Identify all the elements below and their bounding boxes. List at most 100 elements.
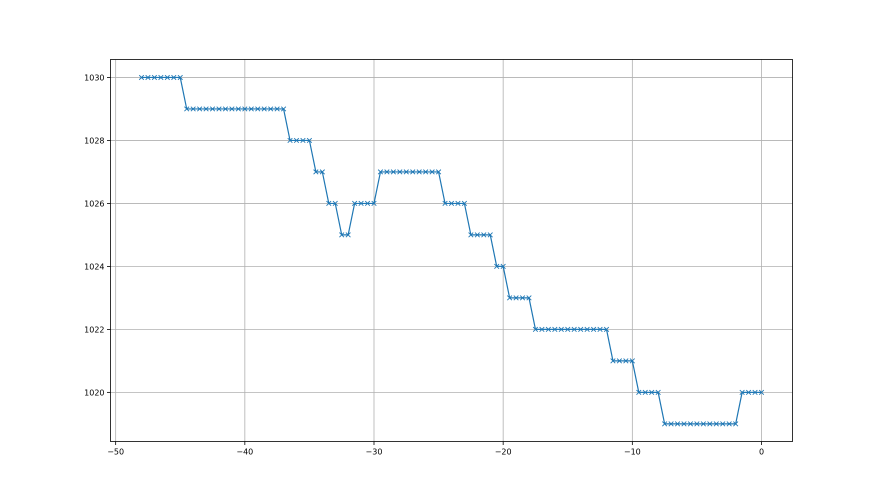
data-point bbox=[662, 421, 668, 427]
data-point bbox=[358, 200, 364, 207]
grid bbox=[110, 59, 793, 442]
data-point bbox=[184, 106, 190, 112]
data-point bbox=[326, 200, 332, 207]
data-point bbox=[268, 106, 274, 112]
y-tick-label: 1026 bbox=[84, 199, 104, 208]
data-point bbox=[145, 74, 151, 81]
data-point bbox=[494, 263, 500, 270]
data-point bbox=[339, 232, 345, 238]
data-point bbox=[384, 169, 390, 175]
data-point bbox=[694, 421, 700, 427]
data-point bbox=[590, 326, 597, 333]
data-point bbox=[739, 389, 745, 395]
data-point bbox=[681, 421, 687, 427]
data-point bbox=[552, 326, 558, 333]
data-point bbox=[649, 389, 655, 395]
data-point bbox=[500, 263, 506, 270]
data-point bbox=[610, 358, 616, 364]
data-point bbox=[216, 106, 222, 112]
data-point bbox=[565, 326, 571, 333]
data-point bbox=[629, 358, 635, 364]
data-point bbox=[720, 421, 726, 427]
data-point bbox=[539, 326, 545, 333]
data-point bbox=[526, 295, 532, 301]
data-point bbox=[429, 169, 435, 175]
data-point bbox=[642, 389, 648, 395]
x-tick-label: −40 bbox=[236, 448, 253, 457]
data-point bbox=[235, 106, 241, 112]
data-point bbox=[713, 421, 719, 427]
y-axis: 1020 1022 1024 1026 1028 1030 bbox=[84, 73, 111, 397]
data-point bbox=[397, 169, 403, 175]
data-point bbox=[280, 106, 287, 112]
data-point bbox=[158, 74, 164, 81]
data-point bbox=[687, 421, 694, 427]
data-point bbox=[481, 232, 487, 238]
data-point bbox=[655, 389, 661, 395]
data-point bbox=[571, 326, 577, 333]
data-point bbox=[733, 421, 739, 427]
data-point bbox=[164, 74, 170, 81]
x-tick-label: −10 bbox=[624, 448, 641, 457]
data-point bbox=[597, 326, 603, 333]
data-point bbox=[448, 200, 455, 207]
data-point bbox=[532, 326, 539, 333]
data-point bbox=[461, 200, 468, 207]
data-point bbox=[603, 326, 610, 333]
data-point bbox=[209, 106, 216, 112]
data-point bbox=[332, 200, 338, 207]
data-point bbox=[171, 74, 177, 81]
data-point bbox=[255, 106, 261, 112]
data-point bbox=[403, 169, 409, 175]
data-point bbox=[745, 389, 752, 395]
data-point bbox=[487, 232, 493, 238]
data-point bbox=[545, 326, 551, 333]
data-point bbox=[352, 200, 358, 207]
data-point bbox=[197, 106, 203, 112]
series bbox=[138, 74, 765, 427]
data-point bbox=[507, 295, 513, 301]
data-point bbox=[474, 232, 480, 238]
data-point bbox=[410, 169, 416, 175]
y-tick-label: 1028 bbox=[84, 136, 104, 145]
series-line bbox=[141, 76, 762, 425]
x-tick-label: 0 bbox=[759, 448, 764, 457]
data-point bbox=[616, 358, 623, 364]
plot-frame bbox=[110, 59, 793, 442]
data-point bbox=[138, 74, 145, 81]
data-point bbox=[306, 137, 313, 144]
data-point bbox=[287, 137, 293, 144]
x-tick-label: −50 bbox=[107, 448, 124, 457]
data-point bbox=[229, 106, 235, 112]
data-point bbox=[636, 389, 642, 395]
x-tick-label: −20 bbox=[495, 448, 512, 457]
data-point bbox=[371, 200, 377, 207]
data-point bbox=[390, 169, 396, 175]
data-point bbox=[177, 74, 183, 81]
data-point bbox=[668, 421, 674, 427]
data-point bbox=[700, 421, 706, 427]
data-point bbox=[364, 200, 371, 207]
data-point bbox=[242, 106, 248, 112]
data-point bbox=[758, 389, 765, 395]
data-point bbox=[377, 169, 384, 175]
data-point bbox=[203, 106, 209, 112]
data-point bbox=[707, 421, 713, 427]
data-point bbox=[578, 326, 584, 333]
data-point bbox=[726, 421, 732, 427]
data-point bbox=[584, 326, 590, 333]
x-tick-label: −30 bbox=[366, 448, 383, 457]
data-point bbox=[313, 169, 319, 175]
data-point bbox=[623, 358, 629, 364]
data-point bbox=[442, 200, 448, 207]
y-tick-label: 1022 bbox=[84, 325, 104, 334]
data-point bbox=[248, 106, 254, 112]
data-point bbox=[222, 106, 229, 112]
y-tick-label: 1030 bbox=[84, 73, 104, 82]
data-point bbox=[319, 169, 325, 175]
y-tick-label: 1020 bbox=[84, 388, 104, 397]
data-point bbox=[345, 232, 351, 238]
data-point bbox=[416, 169, 422, 175]
data-point bbox=[293, 137, 300, 144]
data-point bbox=[455, 200, 461, 207]
